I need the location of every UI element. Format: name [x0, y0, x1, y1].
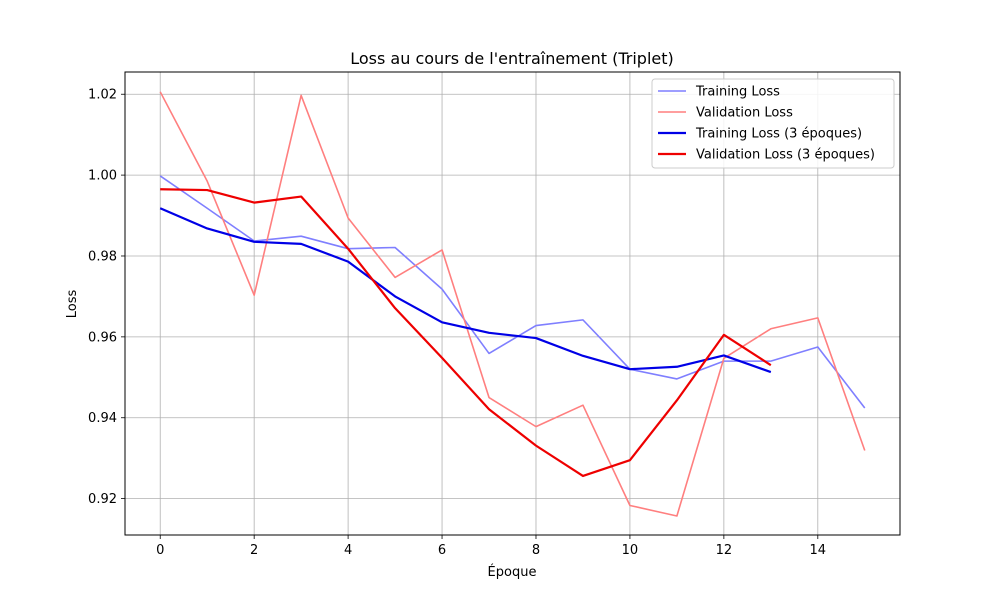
y-tick-label: 1.02: [88, 88, 117, 103]
x-tick-label: 12: [716, 543, 733, 558]
legend-entry: Training Loss: [695, 85, 780, 100]
x-tick-label: 6: [438, 543, 446, 558]
x-axis-label: Époque: [488, 564, 537, 580]
y-tick-label: 0.94: [88, 411, 117, 426]
y-tick-label: 0.96: [88, 330, 117, 345]
series-line-4: [160, 188, 772, 478]
y-tick-label: 0.98: [88, 249, 117, 264]
ticks: 0 2 4 6 8 10 12 14 0.92 0.94 0.96 0.98 1.00 1.02: [88, 88, 826, 558]
series-line-1: [159, 175, 866, 409]
series-line-2: [159, 91, 866, 517]
y-tick-label: 1.00: [88, 169, 117, 184]
legend-entry: Training Loss (3 époques): [695, 127, 862, 142]
x-tick-label: 8: [532, 543, 540, 558]
chart-title: Loss au cours de l'entraînement (Triplet…: [350, 49, 674, 68]
x-tick-label: 4: [344, 543, 352, 558]
series-line-3: [159, 207, 772, 374]
y-tick-label: 0.92: [88, 492, 117, 507]
x-tick-label: 2: [250, 543, 258, 558]
legend: Training Loss Validation Loss Training Los…: [651, 78, 895, 169]
x-tick-label: 14: [810, 543, 827, 558]
legend-entry: Validation Loss (3 époques): [696, 148, 875, 163]
series-lines: [159, 91, 866, 517]
plot-frame: [124, 71, 901, 536]
x-tick-label: 0: [156, 543, 164, 558]
y-axis-label: Loss: [65, 290, 80, 319]
legend-box: [651, 78, 895, 169]
legend-entry: Validation Loss: [696, 106, 793, 121]
x-tick-label: 10: [622, 543, 639, 558]
